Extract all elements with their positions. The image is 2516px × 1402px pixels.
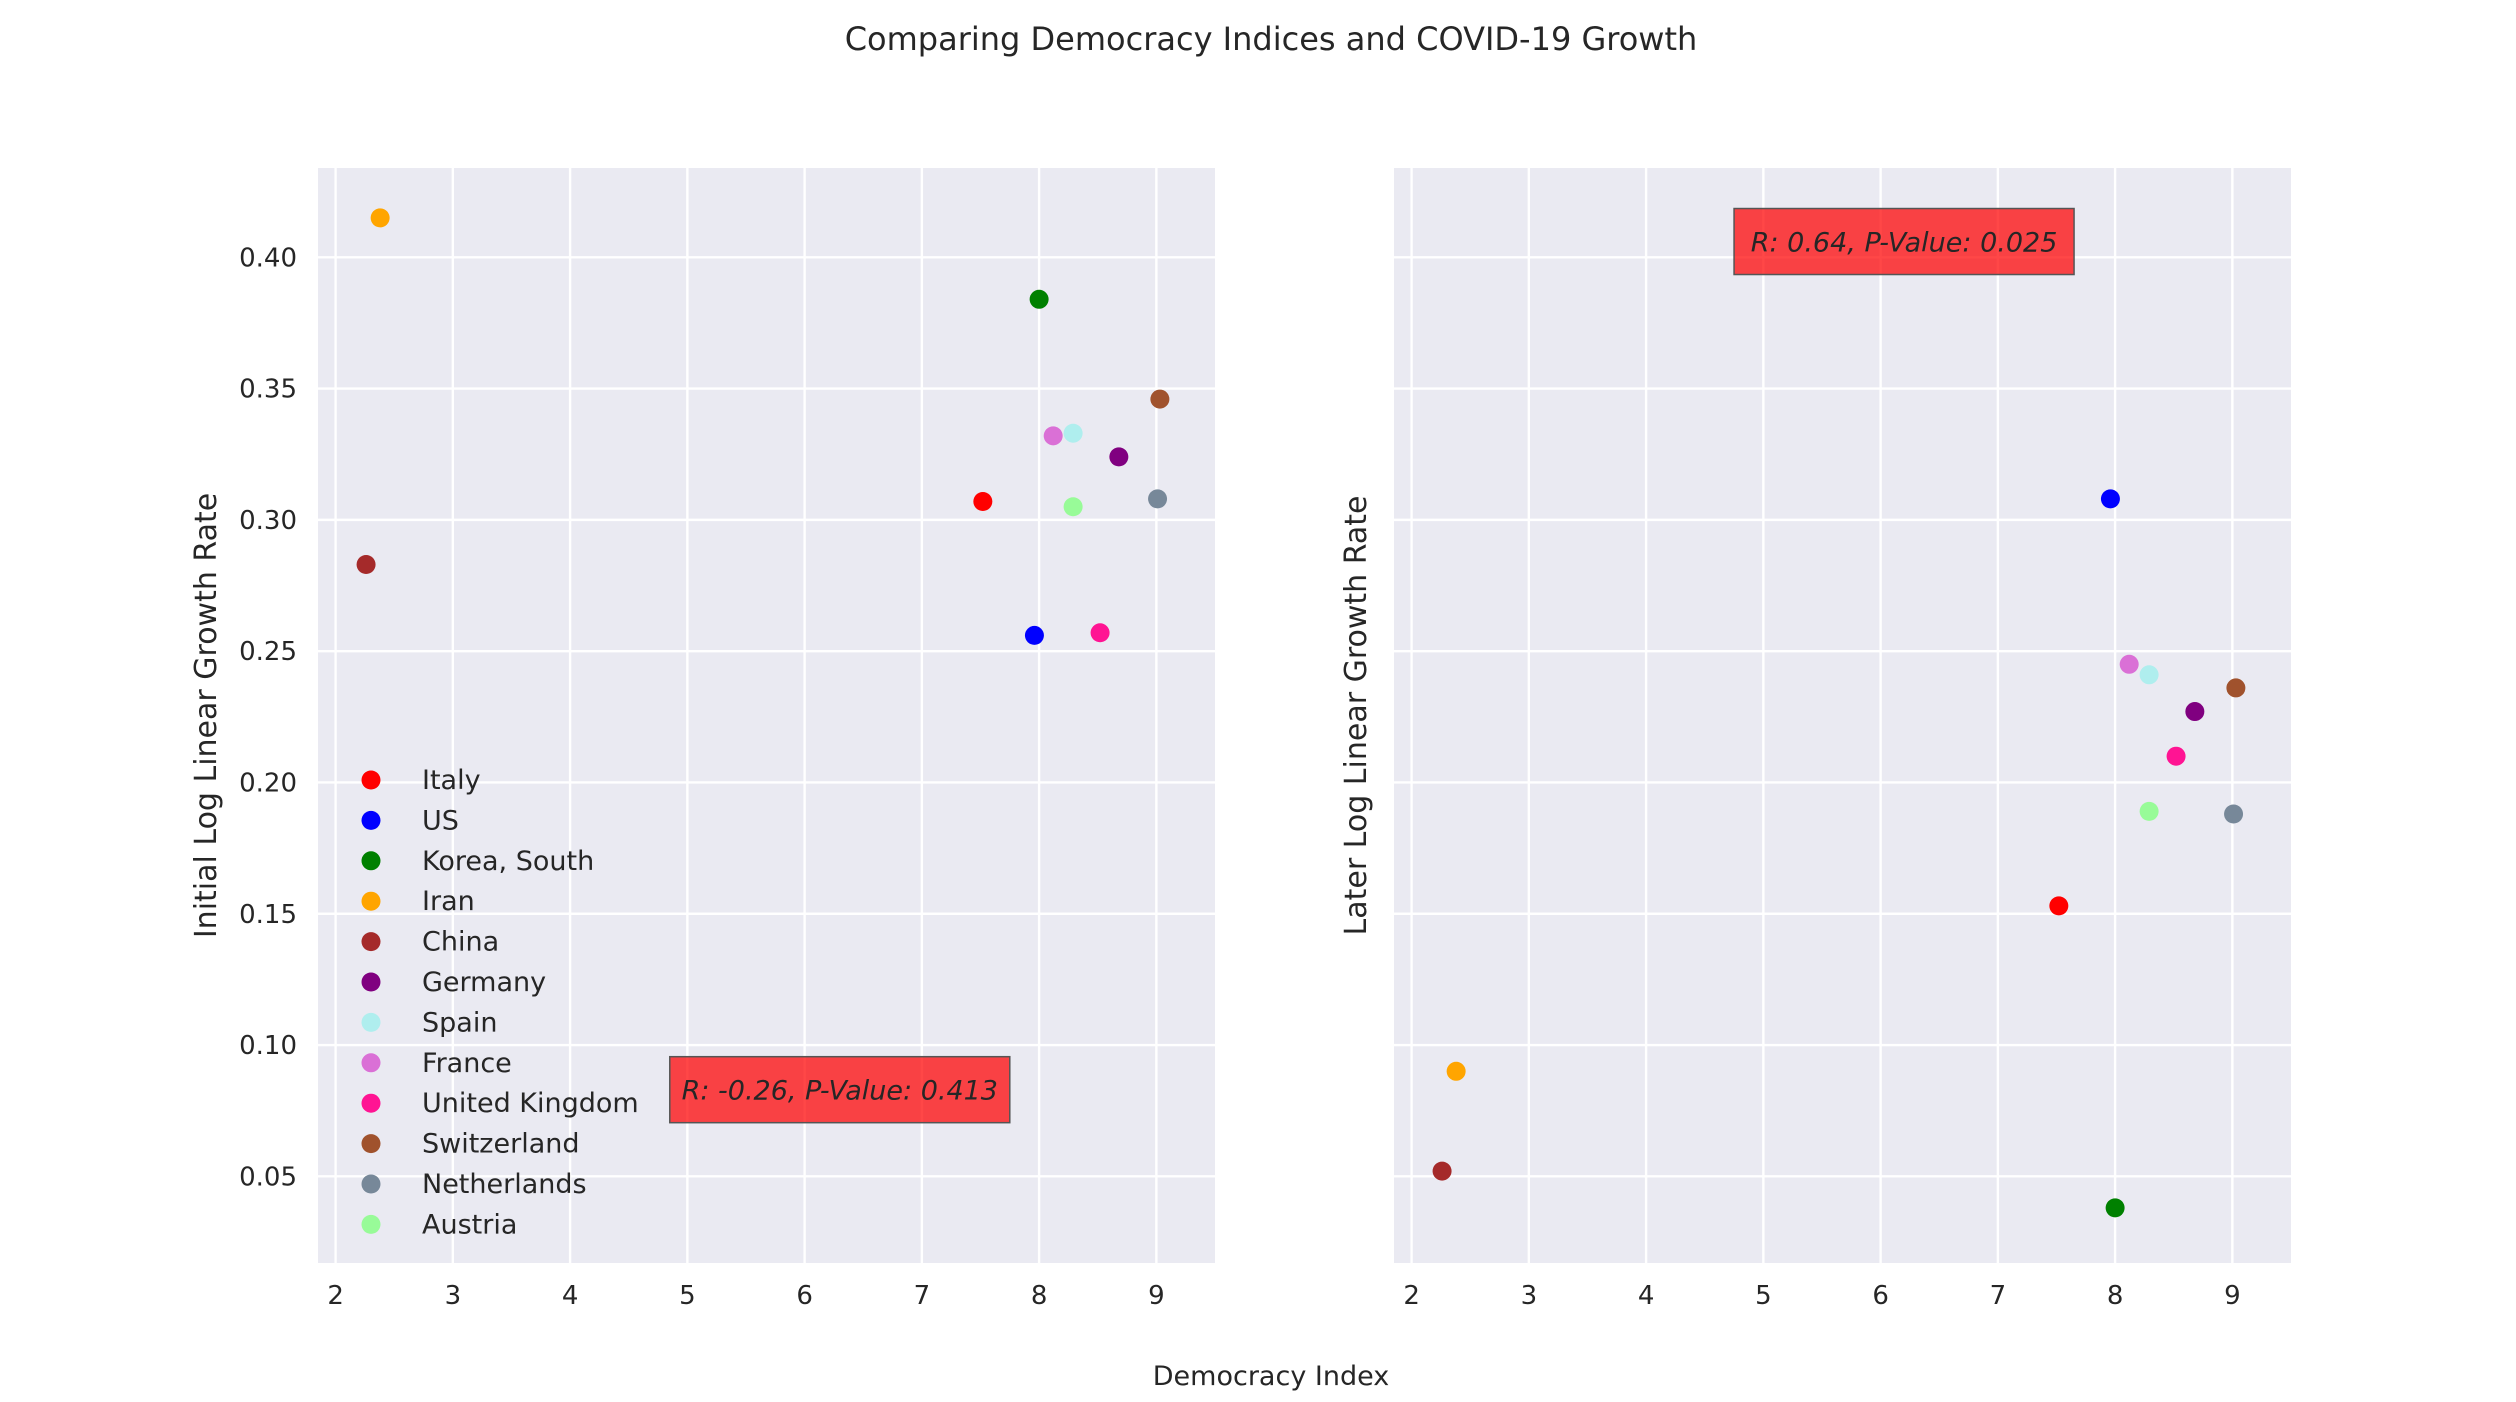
x-tick-label: 4 (1638, 1281, 1655, 1311)
x-tick-label: 7 (914, 1281, 931, 1311)
x-tick-label: 6 (1872, 1281, 1889, 1311)
point-korea-south (1029, 289, 1049, 309)
x-tick-label: 9 (1148, 1281, 1165, 1311)
annotation-text: R: -0.26, P-Value: 0.413 (682, 1076, 998, 1107)
point-us (2100, 489, 2120, 509)
legend-marker (361, 1053, 381, 1073)
point-france (2119, 654, 2139, 674)
point-iran (1446, 1061, 1466, 1081)
x-tick-label: 4 (562, 1281, 579, 1311)
x-tick-label: 3 (1521, 1281, 1538, 1311)
x-tick-label: 2 (1403, 1281, 1420, 1311)
point-china (356, 555, 376, 575)
legend-marker (361, 932, 381, 952)
point-italy (973, 491, 993, 511)
legend-marker (361, 851, 381, 871)
legend-marker (361, 1012, 381, 1032)
x-tick-label: 7 (1990, 1281, 2007, 1311)
legend-label: Italy (422, 765, 481, 796)
x-tick-label: 8 (2107, 1281, 2124, 1311)
annotation-box (669, 1055, 1011, 1124)
y-tick-label: 0.30 (239, 506, 297, 536)
y-axis-label: Initial Log Linear Growth Rate (189, 493, 224, 938)
legend-marker (361, 1134, 381, 1154)
x-tick-label: 5 (1755, 1281, 1772, 1311)
legend-label: France (422, 1048, 512, 1079)
panel-1: 2 3 4 5 6 7 8 9 0.05 0.10 0.15 0.20 0.25 0.30 0.35 0.40… (189, 168, 1215, 1311)
x-tick-label: 2 (327, 1281, 344, 1311)
x-tick-label: 5 (679, 1281, 696, 1311)
legend-label: US (422, 805, 459, 836)
legend-marker (361, 770, 381, 790)
legend-marker (361, 810, 381, 830)
annotation-text: R: 0.64, P-Value: 0.025 (1751, 228, 2058, 259)
y-tick-label: 0.10 (239, 1031, 297, 1061)
legend: Italy US Korea, South Iran China Germany Spain… (361, 765, 639, 1240)
legend-label: Germany (422, 967, 546, 998)
point-spain (1063, 423, 1083, 443)
point-france (1043, 426, 1063, 446)
point-germany (2185, 702, 2205, 722)
point-netherlands (2224, 804, 2244, 824)
legend-marker (361, 1093, 381, 1113)
point-korea-south (2105, 1198, 2125, 1218)
x-tick-label: 9 (2224, 1281, 2241, 1311)
y-tick-label: 0.20 (239, 768, 297, 798)
legend-label: United Kingdom (422, 1088, 639, 1119)
plot-area (1394, 168, 2291, 1263)
x-tick-label: 3 (445, 1281, 462, 1311)
x-tick-label: 6 (796, 1281, 813, 1311)
point-switzerland (1150, 389, 1170, 409)
y-tick-label: 0.05 (239, 1162, 297, 1192)
point-austria (2139, 801, 2159, 821)
figure-xlabel: Democracy Index (1153, 1361, 1389, 1392)
panel-2: 2 3 4 5 6 7 8 9 Later Log Linear Growth Rate R: 0… (1339, 168, 2291, 1311)
point-china (1432, 1161, 1452, 1181)
y-tick-label: 0.25 (239, 637, 297, 667)
point-austria (1063, 497, 1083, 517)
legend-label: Netherlands (422, 1169, 587, 1200)
stats-annotation: R: -0.26, P-Value: 0.413 (669, 1055, 1011, 1124)
chart-panels: 2 3 4 5 6 7 8 9 0.05 0.10 0.15 0.20 0.25 0.30 0.35 0.40… (189, 168, 2291, 1311)
x-tick-label: 8 (1031, 1281, 1048, 1311)
y-tick-label: 0.15 (239, 900, 297, 930)
legend-label: Iran (422, 886, 475, 917)
point-switzerland (2226, 678, 2246, 698)
annotation-box (1733, 207, 2075, 276)
legend-marker (361, 972, 381, 992)
point-iran (370, 208, 390, 228)
point-united-kingdom (2166, 746, 2186, 766)
legend-label: Korea, South (422, 846, 594, 877)
point-italy (2049, 896, 2069, 916)
point-us (1024, 625, 1044, 645)
point-netherlands (1148, 489, 1168, 509)
point-spain (2139, 665, 2159, 685)
legend-label: Spain (422, 1007, 497, 1038)
legend-label: China (422, 927, 499, 958)
legend-label: Austria (422, 1209, 517, 1240)
point-germany (1109, 447, 1129, 467)
y-tick-label: 0.35 (239, 375, 297, 405)
legend-marker (361, 1174, 381, 1194)
y-tick-label: 0.40 (239, 243, 297, 273)
legend-marker (361, 891, 381, 911)
y-axis-label: Later Log Linear Growth Rate (1339, 496, 1374, 936)
legend-marker (361, 1214, 381, 1234)
point-united-kingdom (1090, 623, 1110, 643)
legend-label: Switzerland (422, 1129, 580, 1160)
stats-annotation: R: 0.64, P-Value: 0.025 (1733, 207, 2075, 276)
figure-title: Comparing Democracy Indices and COVID-19… (845, 20, 1698, 58)
